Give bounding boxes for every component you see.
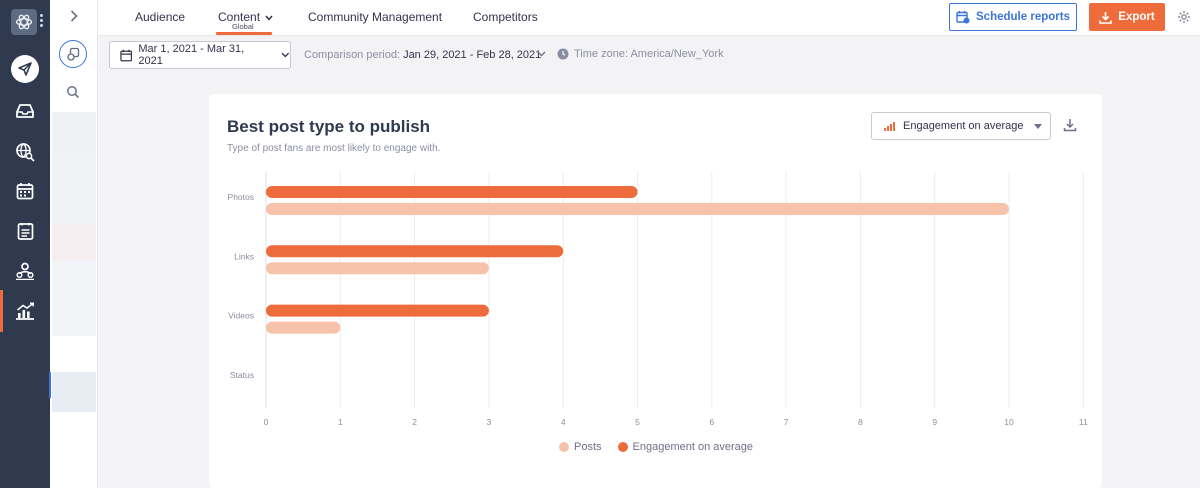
x-tick-label: 11 xyxy=(1079,417,1088,427)
bar-posts xyxy=(266,203,1009,215)
tab-audience[interactable]: Audience xyxy=(135,10,186,24)
bar-posts xyxy=(266,262,489,275)
more-menu-icon[interactable] xyxy=(40,14,43,29)
timezone-label: Time zone: America/New_York xyxy=(574,48,724,60)
expand-chevron-icon[interactable] xyxy=(66,7,82,25)
y-category-label: Status xyxy=(230,370,254,380)
gear-icon[interactable] xyxy=(1177,10,1191,24)
export-button[interactable]: Export xyxy=(1089,3,1165,31)
card-title: Best post type to publish xyxy=(227,117,431,136)
schedule-calendar-icon xyxy=(956,11,970,24)
rail-item-audience[interactable] xyxy=(0,256,50,286)
blurred-page-item[interactable] xyxy=(52,152,96,224)
tab-competitors[interactable]: Competitors xyxy=(473,10,538,24)
tab-content[interactable]: Content xyxy=(218,10,273,24)
download-icon xyxy=(1099,11,1113,24)
reports-icon xyxy=(16,302,34,320)
legend-swatch-posts xyxy=(559,442,569,452)
page-selector-icon[interactable] xyxy=(59,40,87,68)
timezone-info: Time zone: America/New_York xyxy=(557,48,724,60)
blurred-page-item[interactable] xyxy=(52,260,96,336)
inbox-icon xyxy=(16,104,34,118)
caret-down-icon xyxy=(1034,124,1042,129)
card-subtitle: Type of post fans are most likely to eng… xyxy=(227,143,441,154)
x-tick-label: 9 xyxy=(932,417,937,427)
x-tick-label: 7 xyxy=(784,417,789,427)
legend-item-posts[interactable]: Posts xyxy=(559,441,602,453)
x-tick-label: 3 xyxy=(487,417,492,427)
x-tick-label: 6 xyxy=(709,417,714,427)
rail-item-publish[interactable] xyxy=(0,54,50,84)
schedule-reports-label: Schedule reports xyxy=(976,11,1070,23)
chevron-down-icon[interactable] xyxy=(537,49,546,58)
send-icon xyxy=(11,55,39,83)
people-icon xyxy=(16,262,34,280)
legend-label-engagement: Engagement on average xyxy=(632,441,753,453)
metric-select[interactable]: Engagement on average xyxy=(871,112,1051,140)
bar-chart-icon xyxy=(884,122,895,131)
date-range-value: Mar 1, 2021 - Mar 31, 2021 xyxy=(138,43,245,67)
search-icon[interactable] xyxy=(66,85,80,99)
bar-engagement xyxy=(266,186,638,198)
selected-page-indicator xyxy=(49,372,51,398)
rail-item-listening[interactable] xyxy=(0,137,50,167)
app-logo-icon[interactable] xyxy=(11,9,37,35)
rail-item-reports[interactable] xyxy=(0,290,50,332)
bar-engagement xyxy=(266,245,564,258)
clock-icon xyxy=(557,48,569,60)
left-rail xyxy=(0,0,50,488)
export-label: Export xyxy=(1118,11,1155,23)
best-post-type-card xyxy=(209,94,1102,488)
legend-item-engagement[interactable]: Engagement on average xyxy=(617,441,753,453)
x-tick-label: 1 xyxy=(338,417,343,427)
calendar-icon xyxy=(16,183,34,200)
rail-item-inbox[interactable] xyxy=(0,96,50,126)
blurred-page-item[interactable] xyxy=(52,372,96,412)
chevron-down-icon xyxy=(281,52,290,58)
blurred-page-item[interactable] xyxy=(52,224,96,260)
schedule-reports-button[interactable]: Schedule reports xyxy=(949,3,1077,31)
legend-label-posts: Posts xyxy=(574,441,602,453)
bar-posts xyxy=(266,321,341,334)
active-tab-indicator xyxy=(216,32,272,35)
list-icon xyxy=(17,223,33,240)
comparison-label: Comparison period: xyxy=(304,49,400,61)
chart-legend: Posts Engagement on average xyxy=(559,441,753,453)
calendar-icon xyxy=(120,49,133,61)
x-tick-label: 10 xyxy=(1004,417,1014,427)
legend-swatch-engagement xyxy=(617,442,628,452)
chevron-down-icon xyxy=(265,15,273,21)
rail-item-calendar[interactable] xyxy=(0,176,50,206)
x-tick-label: 5 xyxy=(635,417,640,427)
x-tick-label: 0 xyxy=(264,417,269,427)
tab-community-management[interactable]: Community Management xyxy=(308,10,443,24)
x-tick-label: 8 xyxy=(858,417,863,427)
comparison-value: Jan 29, 2021 - Feb 28, 2021 xyxy=(403,49,542,61)
bar-engagement xyxy=(266,304,489,317)
download-icon[interactable] xyxy=(1063,118,1077,132)
tab-content-sublabel: Global xyxy=(232,22,254,31)
blurred-page-item[interactable] xyxy=(52,112,96,152)
comparison-period[interactable]: Comparison period: Jan 29, 2021 - Feb 28… xyxy=(304,49,541,61)
metric-select-value: Engagement on average xyxy=(903,120,1024,132)
date-range-picker[interactable]: Mar 1, 2021 - Mar 31, 2021 xyxy=(109,41,291,69)
tab-content-label: Content xyxy=(218,10,261,24)
rail-item-tasks[interactable] xyxy=(0,216,50,246)
y-category-label: Videos xyxy=(228,311,254,321)
y-category-label: Photos xyxy=(228,192,254,202)
x-tick-label: 2 xyxy=(412,417,417,427)
y-category-label: Links xyxy=(234,251,254,261)
globe-search-icon xyxy=(16,143,35,162)
x-tick-label: 4 xyxy=(561,417,566,427)
